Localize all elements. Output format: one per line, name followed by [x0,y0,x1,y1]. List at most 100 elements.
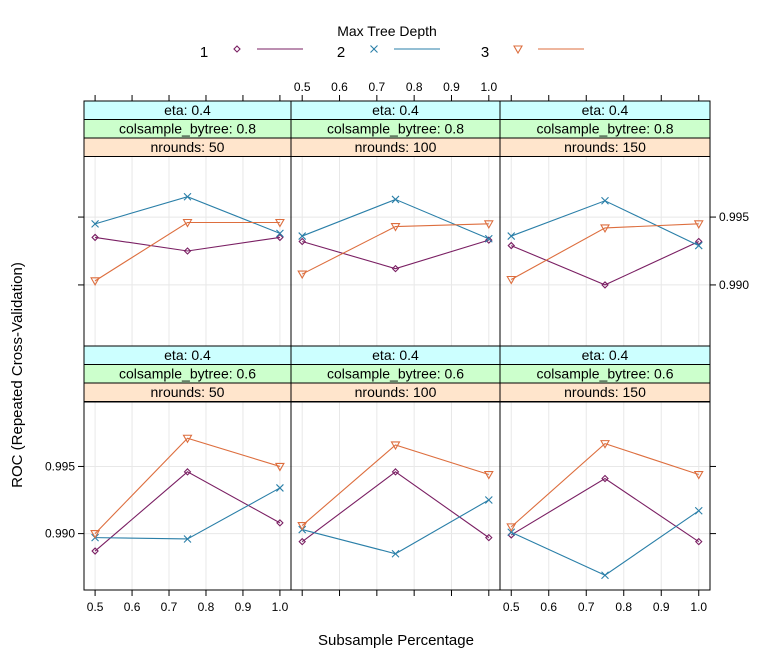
data-point [183,535,192,543]
legend-marker-cross-icon [370,45,378,53]
panel-1: eta: 0.4 colsample_bytree: 0.8 nrounds: 50 [78,95,292,347]
panel-grid: eta: 0.4 colsample_bytree: 0.8 nrounds: 50… [45,80,749,614]
data-point [601,571,609,580]
x-tick-label: 0.7 [161,600,178,614]
legend-marker-diamond-icon [233,45,241,53]
strip-label: eta: 0.4 [582,347,629,363]
panel-5: eta: 0.4 colsample_bytree: 0.6 nrounds: 10… [290,345,501,596]
panel-3: eta: 0.4 colsample_bytree: 0.8 nrounds: 15… [499,95,749,347]
data-point [91,219,99,228]
panel-4: eta: 0.4 colsample_bytree: 0.6 nrounds: 50… [45,345,292,614]
series-line-1 [95,236,280,252]
series-line-1 [301,471,490,543]
data-point [506,275,517,285]
x-tick-label: 0.5 [87,600,104,614]
strip-3 [499,137,711,157]
panel-frame [290,401,501,591]
data-point [297,521,308,531]
y-tick-label: 0.995 [719,210,749,224]
strip-label: nrounds: 50 [151,139,225,155]
legend-label: 2 [337,44,345,61]
panel-6: eta: 0.4 colsample_bytree: 0.6 nrounds: 15… [499,345,716,614]
data-point [182,218,193,228]
data-point [91,233,99,242]
legend-entry-1: 1 [200,44,303,61]
data-point [276,484,284,492]
data-point [694,241,703,250]
y-tick-label: 0.995 [45,459,75,473]
data-point [391,549,400,558]
strip-label: colsample_bytree: 0.6 [119,366,256,382]
data-point [274,218,285,228]
x-tick-label: 0.8 [615,600,632,614]
data-point [276,229,284,238]
data-point [276,519,284,527]
x-tick-label: 0.9 [443,80,460,94]
panel-frame [499,401,711,591]
strip-label: colsample_bytree: 0.6 [537,366,674,382]
data-point [390,441,401,451]
data-point [507,528,516,537]
legend-marker-triangle-down-icon [513,45,523,55]
strip-label: colsample_bytree: 0.6 [327,366,464,382]
strip-label: nrounds: 150 [564,139,646,155]
data-point [483,220,494,229]
legend-label: 3 [481,44,489,61]
series-line-2 [511,200,699,247]
data-point [276,233,284,242]
legend-entry-3: 3 [481,44,584,61]
strip-label: eta: 0.4 [372,102,419,118]
data-point [601,474,609,483]
x-tick-label: 0.6 [331,80,348,94]
data-point [483,470,494,480]
x-tick-label: 0.9 [235,600,252,614]
strip-3 [499,382,711,402]
panel-2: eta: 0.4 colsample_bytree: 0.8 nrounds: 10… [290,80,501,347]
x-tick-label: 0.8 [406,80,423,94]
series-line-3 [510,443,699,528]
data-point [694,237,703,246]
x-axis-title: Subsample Percentage [318,632,474,649]
data-point [182,434,193,444]
data-point [600,224,610,234]
data-point [390,223,401,232]
data-point [484,234,493,243]
data-point [298,537,306,546]
data-point [485,533,493,542]
series-line-1 [302,239,489,270]
strip-label: colsample_bytree: 0.8 [537,121,674,137]
series-line-3 [94,221,280,282]
strip-label: nrounds: 150 [564,384,646,400]
data-point [507,241,516,250]
data-point [601,196,609,205]
x-tick-label: 0.5 [294,80,311,94]
strip-label: nrounds: 100 [355,384,437,400]
y-axis-title: ROC (Repeated Cross-Validation) [9,262,26,488]
x-tick-label: 0.7 [578,600,595,614]
x-tick-label: 1.0 [480,80,497,94]
data-point [694,537,703,546]
data-point [391,264,400,273]
strip-label: eta: 0.4 [582,102,629,118]
series-line-3 [94,437,281,534]
strip-label: eta: 0.4 [164,347,211,363]
x-tick-label: 0.5 [503,600,520,614]
strip-label: nrounds: 50 [151,384,225,400]
data-point [484,496,493,504]
data-point [507,232,516,240]
data-point [183,247,192,255]
data-point [91,547,99,555]
series-line-3 [301,444,489,526]
strip-label: eta: 0.4 [372,347,419,363]
series-line-1 [94,471,281,552]
data-point [506,523,517,532]
data-point [601,281,609,289]
x-tick-label: 0.8 [198,600,215,614]
data-point [693,470,704,480]
strip-label: eta: 0.4 [164,102,211,118]
series-line-2 [95,487,281,540]
data-point [693,220,704,229]
data-point [183,468,192,476]
data-point [485,236,493,244]
